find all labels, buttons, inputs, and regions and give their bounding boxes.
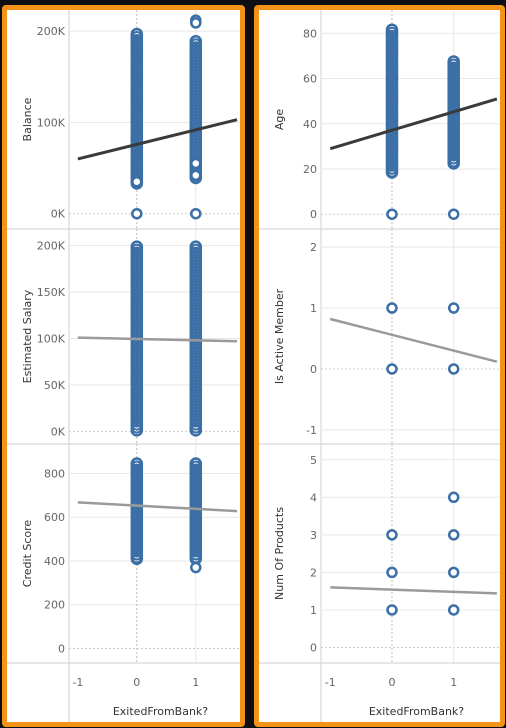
data-point: [131, 175, 143, 188]
left-scatter-svg: 0K 100K 200K Balance 0K 50K 100K 150K 200K Estima…: [7, 10, 240, 722]
y-axis-label: Balance: [21, 97, 34, 141]
data-point: [190, 157, 202, 170]
left-chart-panel: 0K 100K 200K Balance 0K 50K 100K 150K 200K Estima…: [2, 5, 245, 727]
x-tick-label: -1: [72, 676, 83, 689]
y-tick-label: 0: [58, 642, 65, 655]
y-tick-label: 0: [310, 208, 317, 221]
trend-line: [77, 118, 238, 161]
data-point: [131, 423, 142, 434]
y-tick-label: 2: [310, 566, 317, 579]
x-axis-label: ExitedFromBank?: [369, 705, 464, 718]
y-tick-label: 0K: [51, 425, 66, 438]
data-point: [386, 529, 398, 541]
trend-line: [330, 586, 497, 595]
trend-line: [329, 97, 498, 151]
right-scatter-svg: 0 20 40 60 80 Age -1 0 1 2 Is Active Member 0 1 2 3 4 5 N…: [259, 10, 500, 722]
data-point: [386, 167, 397, 178]
y-axis-label: Estimated Salary: [21, 289, 34, 383]
y-tick-label: 80: [303, 27, 317, 40]
y-tick-label: 200K: [37, 25, 66, 38]
y-tick-label: 400: [44, 555, 65, 568]
data-point: [447, 363, 460, 375]
data-point: [190, 169, 202, 182]
y-tick-label: 1: [310, 302, 317, 315]
y-axis-label: Age: [273, 109, 286, 131]
y-tick-label: 150K: [37, 286, 66, 299]
data-point: [131, 553, 142, 564]
data-point: [190, 207, 202, 220]
data-point: [447, 529, 460, 541]
x-axis-label: ExitedFromBank?: [113, 705, 208, 718]
data-point: [447, 491, 460, 504]
x-tick-label: 1: [192, 676, 199, 689]
data-point: [386, 29, 397, 40]
trend-line: [77, 336, 238, 343]
y-tick-label: 3: [310, 529, 317, 542]
x-tick-label: 0: [133, 676, 140, 689]
data-point: [447, 566, 460, 579]
data-point: [447, 604, 460, 616]
data-point: [190, 561, 202, 574]
y-tick-label: 20: [303, 163, 317, 176]
y-tick-label: 4: [310, 491, 317, 504]
y-tick-label: 2: [310, 241, 317, 254]
y-tick-label: 200K: [37, 240, 66, 253]
y-axis-label: Num Of Products: [273, 507, 286, 600]
trend-line: [329, 317, 498, 363]
y-tick-label: 40: [303, 118, 317, 131]
scatter-plot-num-of-products: 0 1 2 3 4 5 Num Of Products: [259, 443, 500, 663]
y-axis-label: Credit Score: [21, 520, 34, 588]
data-point: [386, 302, 398, 314]
y-tick-label: 100K: [37, 116, 66, 129]
y-tick-label: 100K: [37, 333, 66, 346]
y-tick-label: 0: [310, 641, 317, 654]
x-tick-label: 0: [388, 676, 395, 689]
y-tick-label: 60: [303, 73, 317, 86]
trend-line: [77, 501, 238, 513]
data-point: [447, 302, 460, 314]
data-point: [386, 35, 397, 46]
scatter-plot-balance: 0K 100K 200K Balance: [21, 10, 240, 229]
data-point: [448, 157, 459, 168]
scatter-plot-estimated-salary: 0K 50K 100K 150K 200K Estimated Salary: [7, 228, 240, 444]
data-point: [386, 59, 397, 70]
y-tick-label: -1: [306, 424, 317, 437]
y-tick-label: 1: [310, 604, 317, 617]
data-point: [386, 363, 398, 375]
x-tick-label: -1: [325, 676, 336, 689]
y-tick-label: 800: [44, 467, 65, 480]
data-point: [190, 17, 202, 29]
data-point: [386, 604, 398, 616]
scatter-plot-is-active-member: -1 0 1 2 Is Active Member: [259, 228, 500, 444]
data-point: [386, 208, 398, 220]
data-point: [447, 208, 460, 220]
x-tick-label: 1: [450, 676, 457, 689]
scatter-plot-age: 0 20 40 60 80 Age: [273, 10, 500, 229]
y-tick-label: 0K: [51, 208, 66, 221]
y-axis-label: Is Active Member: [273, 288, 286, 384]
data-point: [190, 423, 201, 434]
scatter-plot-credit-score: 0 200 400 600 800 Credit Score: [7, 443, 240, 663]
y-tick-label: 600: [44, 511, 65, 524]
y-tick-label: 50K: [44, 379, 66, 392]
data-point: [131, 207, 143, 220]
y-tick-label: 200: [44, 599, 65, 612]
y-tick-label: 5: [310, 454, 317, 467]
y-tick-label: 0: [310, 363, 317, 376]
data-point: [386, 32, 397, 43]
right-chart-panel: 0 20 40 60 80 Age -1 0 1 2 Is Active Member 0 1 2 3 4 5 N…: [254, 5, 505, 727]
data-point: [386, 566, 398, 579]
